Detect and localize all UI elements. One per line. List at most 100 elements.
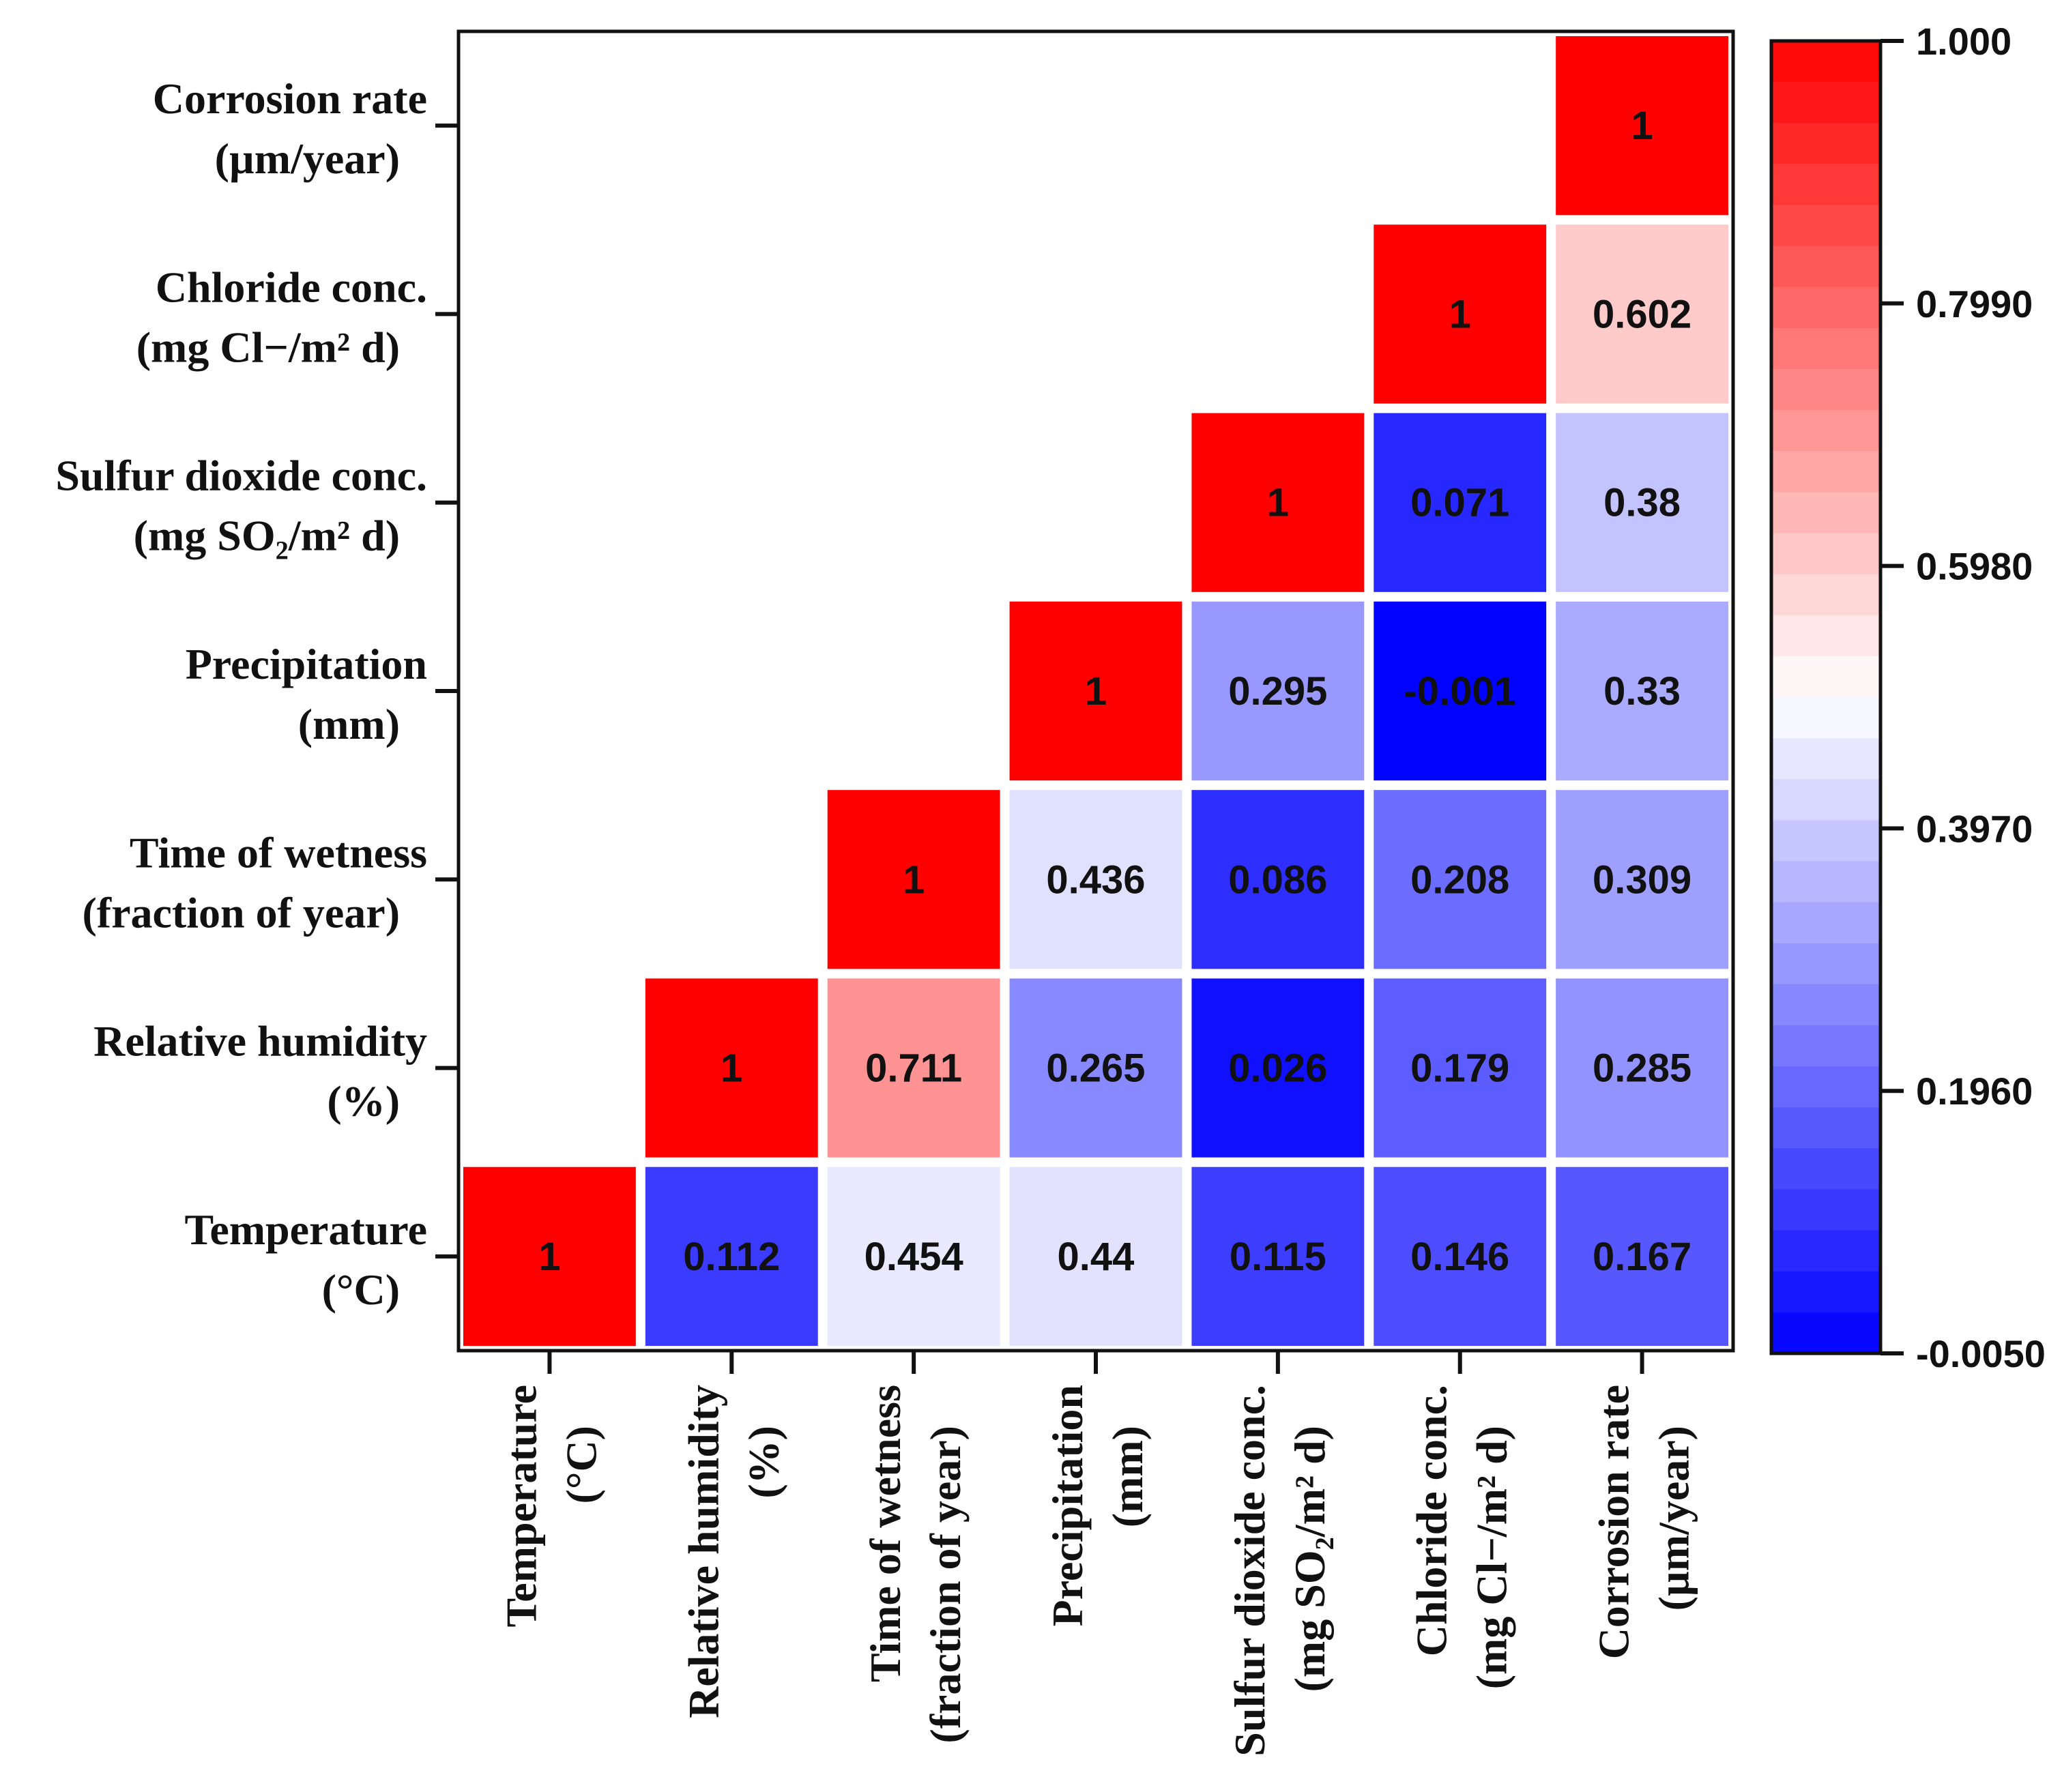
x-label-2-line2: (fraction of year) bbox=[921, 1426, 970, 1744]
colorbar-step-7 bbox=[1771, 327, 1881, 370]
cell-label-r0-c4: 0.115 bbox=[1230, 1235, 1326, 1279]
x-label-0-line1: Temperature bbox=[497, 1385, 545, 1628]
cell-label-r4-c6: 0.38 bbox=[1603, 481, 1681, 525]
y-label-0-line2: (°C) bbox=[322, 1265, 400, 1314]
y-label-3-line1: Precipitation bbox=[186, 640, 427, 688]
cell-label-r3-c5: -0.001 bbox=[1404, 669, 1515, 714]
y-label-4-line1: Sulfur dioxide conc. bbox=[55, 452, 427, 500]
cell-label-r6-c6: 1 bbox=[1631, 104, 1653, 148]
y-label-5-line2: (mg Cl−/m² d) bbox=[136, 323, 400, 371]
y-label-3-line2: (mm) bbox=[298, 700, 400, 748]
colorbar-step-31 bbox=[1771, 1312, 1881, 1354]
plot-frame bbox=[435, 29, 1735, 1374]
heatmap-cell-r3-c5 bbox=[1374, 601, 1547, 781]
colorbar-step-8 bbox=[1771, 369, 1881, 411]
colorbar-step-27 bbox=[1771, 1148, 1881, 1190]
x-label-6-line1: Corrosion rate bbox=[1590, 1385, 1638, 1659]
cell-label-r2-c5: 0.208 bbox=[1410, 857, 1509, 902]
colorbar-step-5 bbox=[1771, 246, 1881, 288]
heatmap-cell-r3-c6 bbox=[1556, 601, 1728, 781]
colorbar-step-23 bbox=[1771, 984, 1881, 1026]
heatmap-cell-r3-c4 bbox=[1191, 601, 1365, 781]
heatmap-cell-r2-c3 bbox=[1009, 790, 1182, 969]
heatmap-cell-r6-c6 bbox=[1556, 36, 1728, 216]
heatmap-cell-r4-c6 bbox=[1556, 413, 1728, 592]
colorbar-step-11 bbox=[1771, 492, 1881, 534]
y-label-2-line1: Time of wetness bbox=[130, 828, 427, 877]
colorbar-step-14 bbox=[1771, 615, 1881, 657]
heatmap-cell-r2-c4 bbox=[1191, 790, 1365, 969]
x-label-0-line2: (°C) bbox=[557, 1426, 605, 1503]
cell-label-r0-c2: 0.454 bbox=[865, 1235, 963, 1279]
heatmap-cell-r0-c5 bbox=[1374, 1166, 1547, 1346]
colorbar-tick-label-1: 0.7990 bbox=[1916, 282, 2033, 325]
colorbar-step-26 bbox=[1771, 1107, 1881, 1149]
cell-label-r1-c5: 0.179 bbox=[1410, 1046, 1509, 1091]
x-label-5-line2: (mg Cl−/m² d) bbox=[1468, 1426, 1516, 1689]
colorbar-tick-label-2: 0.5980 bbox=[1916, 545, 2033, 588]
heatmap-cell-r1-c2 bbox=[827, 978, 1000, 1158]
cell-label-r1-c3: 0.265 bbox=[1046, 1046, 1145, 1091]
colorbar-step-13 bbox=[1771, 574, 1881, 616]
y-label-6-line2: (µm/year) bbox=[215, 134, 400, 183]
cell-label-r1-c4: 0.026 bbox=[1228, 1046, 1327, 1091]
heatmap-cell-r3-c3 bbox=[1009, 601, 1182, 781]
colorbar-tick-label-3: 0.3970 bbox=[1916, 807, 2033, 850]
colorbar-tick-label-4: 0.1960 bbox=[1916, 1070, 2033, 1113]
heatmap-cell-r0-c2 bbox=[827, 1166, 1000, 1346]
heatmap-cell-r1-c6 bbox=[1556, 978, 1728, 1158]
x-label-2-line1: Time of wetness bbox=[861, 1385, 910, 1682]
cell-label-r0-c5: 0.146 bbox=[1410, 1235, 1509, 1279]
colorbar-step-18 bbox=[1771, 779, 1881, 821]
colorbar-step-16 bbox=[1771, 697, 1881, 739]
heatmap-cell-r1-c3 bbox=[1009, 978, 1182, 1158]
colorbar-step-20 bbox=[1771, 861, 1881, 903]
colorbar-step-17 bbox=[1771, 738, 1881, 780]
colorbar-step-25 bbox=[1771, 1066, 1881, 1108]
colorbar-step-4 bbox=[1771, 205, 1881, 247]
x-label-4: Sulfur dioxide conc. (mg SO₂/m² d) bbox=[1225, 1385, 1334, 1757]
colorbar: 1.000 0.7990 0.5980 0.3970 0.1960 -0.0050 bbox=[1769, 20, 2046, 1375]
x-label-3-line2: (mm) bbox=[1103, 1426, 1152, 1527]
colorbar-step-21 bbox=[1771, 902, 1881, 944]
colorbar-step-24 bbox=[1771, 1025, 1881, 1068]
colorbar-border bbox=[1769, 39, 1883, 1355]
heatmap-cell-r5-c6 bbox=[1556, 224, 1728, 404]
x-label-2: Time of wetness (fraction of year) bbox=[861, 1385, 970, 1744]
y-label-1-line1: Relative humidity bbox=[93, 1017, 427, 1066]
heatmap-cell-r5-c5 bbox=[1374, 224, 1547, 404]
heatmap-cell-r2-c5 bbox=[1374, 790, 1547, 969]
y-label-6-line1: Corrosion rate bbox=[153, 74, 427, 123]
x-axis-labels: Temperature (°C) Relative humidity (%) Time … bbox=[497, 1385, 1698, 1757]
x-label-4-line1: Sulfur dioxide conc. bbox=[1225, 1385, 1274, 1757]
colorbar-step-1 bbox=[1771, 82, 1881, 124]
colorbar-step-9 bbox=[1771, 410, 1881, 452]
x-label-6: Corrosion rate (µm/year) bbox=[1590, 1385, 1698, 1659]
cell-label-r2-c3: 0.436 bbox=[1046, 857, 1145, 902]
cell-label-r0-c3: 0.44 bbox=[1058, 1235, 1135, 1279]
colorbar-step-29 bbox=[1771, 1230, 1881, 1272]
x-label-4-line2: (mg SO₂/m² d) bbox=[1286, 1426, 1334, 1692]
x-label-1: Relative humidity (%) bbox=[679, 1385, 787, 1718]
heatmap-cell-r2-c2 bbox=[827, 790, 1000, 969]
x-label-6-line2: (µm/year) bbox=[1650, 1426, 1698, 1611]
cell-label-r4-c4: 1 bbox=[1267, 481, 1289, 525]
cell-label-r2-c2: 1 bbox=[903, 857, 925, 902]
cell-label-r3-c4: 0.295 bbox=[1228, 669, 1327, 714]
colorbar-tick-label-0: 1.000 bbox=[1916, 20, 2012, 63]
x-label-3: Precipitation (mm) bbox=[1043, 1385, 1152, 1626]
heatmap-cell-r0-c0 bbox=[463, 1166, 636, 1346]
cell-label-r5-c5: 1 bbox=[1449, 292, 1471, 336]
heatmap-cell-r4-c5 bbox=[1374, 413, 1547, 592]
colorbar-step-3 bbox=[1771, 164, 1881, 206]
heatmap-cell-r1-c5 bbox=[1374, 978, 1547, 1158]
cell-label-r3-c6: 0.33 bbox=[1603, 669, 1681, 714]
heatmap-cells: 1 0.112 0.454 0.44 0.115 0.146 0.167 1 0.711 0.26… bbox=[463, 36, 1728, 1346]
x-label-3-line1: Precipitation bbox=[1043, 1385, 1092, 1626]
colorbar-step-0 bbox=[1771, 41, 1881, 83]
x-label-1-line1: Relative humidity bbox=[679, 1385, 727, 1718]
cell-label-r1-c6: 0.285 bbox=[1593, 1046, 1691, 1091]
colorbar-step-19 bbox=[1771, 820, 1881, 862]
